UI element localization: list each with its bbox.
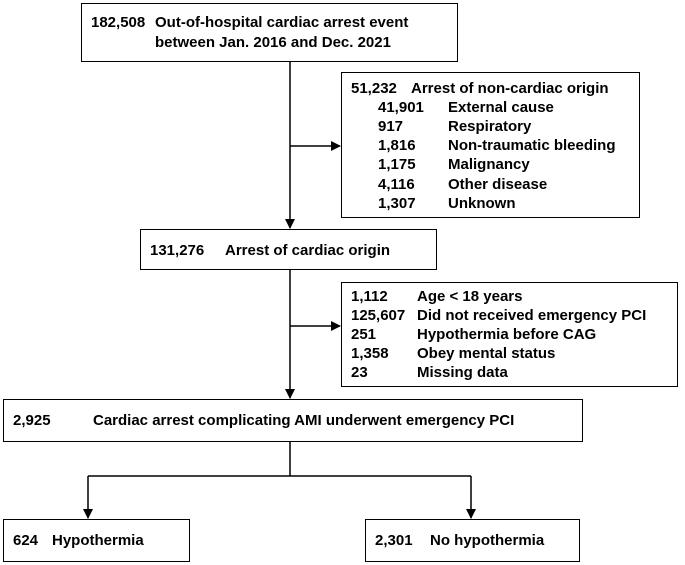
noncardiac-item-label: Unknown (448, 195, 516, 212)
noncardiac-item-label: Respiratory (448, 118, 532, 135)
exclusion-label: Missing data (417, 364, 508, 381)
hypothermia-count: 624 (13, 532, 39, 549)
box-total-events: 182,508 Out-of-hospital cardiac arrest e… (81, 3, 458, 62)
total-count: 182,508 (91, 14, 146, 31)
hypothermia-label: Hypothermia (52, 532, 144, 549)
ami-count: 2,925 (13, 412, 51, 429)
no-hypothermia-count: 2,301 (375, 532, 413, 549)
exclusion-count: 1,112 (351, 288, 388, 305)
total-label-line2: between Jan. 2016 and Dec. 2021 (155, 34, 391, 51)
no-hypothermia-label: No hypothermia (430, 532, 545, 549)
cardiac-label: Arrest of cardiac origin (225, 242, 391, 259)
exclusion-count: 251 (351, 326, 377, 343)
noncardiac-item-count: 41,901 (378, 99, 424, 116)
exclusion-label: Age < 18 years (417, 288, 523, 305)
noncardiac-item-count: 4,116 (378, 176, 415, 193)
noncardiac-item-count: 917 (378, 118, 404, 135)
total-label-line1: Out-of-hospital cardiac arrest event (155, 14, 409, 31)
box-exclusions: 1,112 Age < 18 years 125,607 Did not rec… (341, 282, 678, 387)
exclusion-count: 23 (351, 364, 368, 381)
noncardiac-item-label: Other disease (448, 176, 548, 193)
exclusion-label: Hypothermia before CAG (417, 326, 597, 343)
ami-label: Cardiac arrest complicating AMI underwen… (93, 412, 515, 429)
box-hypothermia: 624 Hypothermia (3, 519, 190, 562)
cardiac-count: 131,276 (150, 242, 205, 259)
noncardiac-item-count: 1,175 (378, 156, 416, 173)
noncardiac-item-count: 1,307 (378, 195, 416, 212)
exclusion-count: 1,358 (351, 345, 389, 362)
box-noncardiac-origin: 51,232 Arrest of non-cardiac origin 41,9… (341, 72, 640, 218)
noncardiac-item-count: 1,816 (378, 137, 416, 154)
box-ami-emergency-pci: 2,925 Cardiac arrest complicating AMI un… (3, 399, 583, 442)
exclusion-count: 125,607 (351, 307, 406, 324)
noncardiac-item-label: Malignancy (448, 156, 530, 173)
exclusion-label: Obey mental status (417, 345, 556, 362)
noncardiac-item-label: Non-traumatic bleeding (448, 137, 616, 154)
noncardiac-label: Arrest of non-cardiac origin (411, 80, 609, 97)
noncardiac-count: 51,232 (351, 80, 397, 97)
box-no-hypothermia: 2,301 No hypothermia (365, 519, 580, 562)
box-cardiac-origin: 131,276 Arrest of cardiac origin (140, 229, 437, 270)
noncardiac-item-label: External cause (448, 99, 554, 116)
exclusion-label: Did not received emergency PCI (417, 307, 647, 324)
